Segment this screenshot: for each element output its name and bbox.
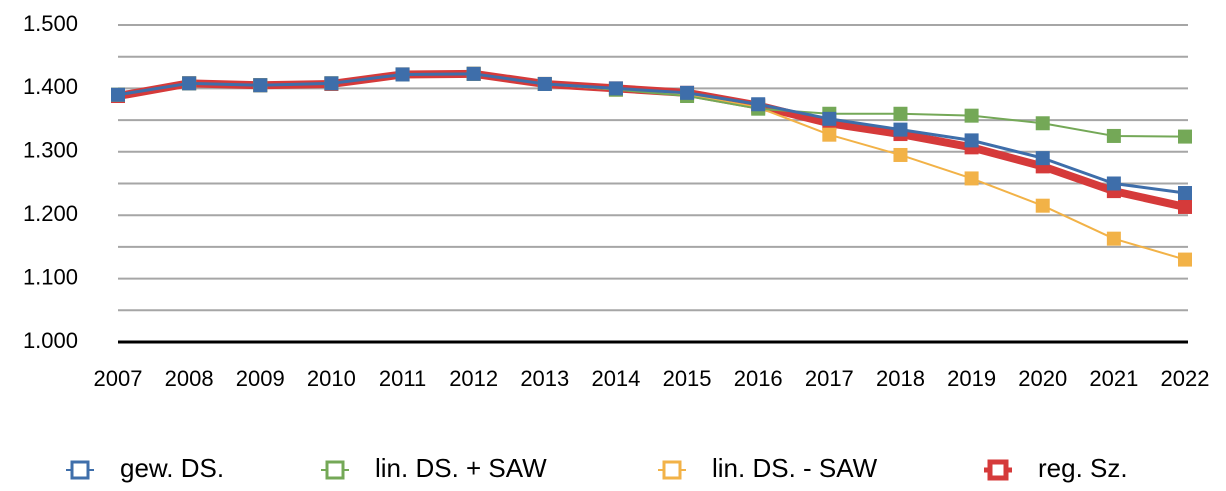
x-tick-label: 2009 [236,366,285,391]
y-tick-label: 1.100 [23,264,78,289]
y-tick-label: 1.200 [23,201,78,226]
series-line [117,72,1186,195]
x-tick-label: 2017 [805,366,854,391]
data-marker [893,106,908,121]
data-marker [537,76,552,91]
data-marker [822,127,837,142]
data-marker [893,122,908,137]
legend-label: gew. DS. [120,453,224,483]
x-tick-label: 2014 [591,366,640,391]
data-marker [608,81,623,96]
legend-label: lin. DS. - SAW [712,453,878,483]
x-tick-label: 2018 [876,366,925,391]
data-marker [1035,198,1050,213]
data-marker [1178,129,1192,144]
legend-marker [70,460,90,480]
x-tick-label: 2019 [947,366,996,391]
data-marker [324,76,339,91]
x-tick-label: 2008 [165,366,214,391]
legend-marker [987,459,1009,481]
x-tick-label: 2020 [1018,366,1067,391]
data-marker [1178,186,1192,201]
x-tick-label: 2011 [379,366,426,391]
legend-label: lin. DS. + SAW [375,453,547,483]
data-marker [253,78,268,93]
data-marker [1035,151,1050,166]
data-marker [964,171,979,186]
data-marker [111,87,125,102]
x-tick-label: 2013 [520,366,569,391]
y-tick-label: 1.400 [23,74,78,99]
legend-marker [325,460,345,480]
data-marker [1178,252,1192,267]
y-tick-label: 1.000 [23,328,78,353]
legend-label: reg. Sz. [1038,453,1128,483]
data-marker [1178,199,1192,214]
data-marker [1106,231,1121,246]
data-marker [751,97,766,112]
data-marker [395,67,410,82]
x-tick-label: 2015 [663,366,712,391]
x-tick-label: 2021 [1089,366,1138,391]
data-marker [1035,116,1050,131]
data-marker [466,66,481,81]
data-marker [964,108,979,123]
data-marker [964,133,979,148]
y-tick-label: 1.500 [23,11,78,36]
x-tick-label: 2012 [449,366,498,391]
data-marker [822,111,837,126]
x-tick-label: 2010 [307,366,356,391]
x-tick-label: 2007 [94,366,143,391]
data-marker [1106,176,1121,191]
series-line [117,72,1186,261]
data-marker [893,147,908,162]
y-tick-label: 1.300 [23,138,78,163]
x-tick-label: 2022 [1161,366,1210,391]
x-tick-label: 2016 [734,366,783,391]
data-marker [680,85,695,100]
data-marker [1106,128,1121,143]
data-marker [182,76,197,91]
legend-marker [662,460,682,480]
